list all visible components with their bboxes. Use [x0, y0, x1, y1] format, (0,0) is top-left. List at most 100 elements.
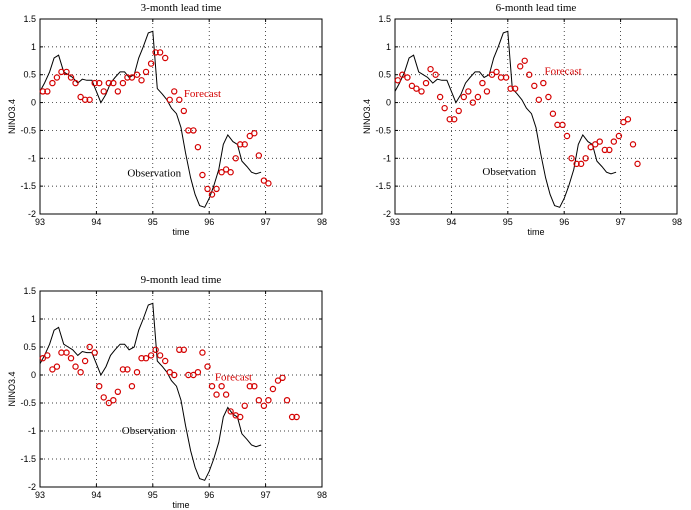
x-tick-label: 95	[148, 490, 158, 500]
y-tick-label: 1	[386, 42, 391, 52]
forecast-point	[114, 388, 122, 395]
x-tick-label: 97	[261, 217, 271, 227]
y-tick-label: 1.5	[378, 14, 391, 24]
forecast-point	[190, 371, 197, 379]
forecast-point	[133, 369, 141, 376]
forecast-point	[194, 143, 202, 151]
forecast-point	[545, 93, 552, 101]
forecast-point	[455, 107, 462, 115]
y-tick-label: -1	[28, 153, 36, 163]
forecast-point	[634, 160, 641, 168]
forecast-point	[72, 363, 79, 370]
forecast-point	[49, 366, 56, 373]
forecast-point	[208, 383, 216, 390]
forecast-point	[441, 104, 448, 112]
forecast-point	[526, 71, 533, 78]
forecast-point	[119, 79, 127, 87]
forecast-point	[39, 355, 47, 362]
forecast-point	[218, 169, 225, 176]
forecast-point	[171, 88, 178, 95]
forecast-point	[283, 397, 291, 404]
forecast-point	[91, 79, 98, 87]
forecast-point	[413, 85, 420, 92]
y-tick-label: 0	[31, 370, 36, 380]
forecast-point	[422, 79, 430, 87]
y-tick-label: 0.5	[23, 342, 36, 352]
forecast-point	[237, 413, 244, 421]
forecast-point	[241, 141, 248, 148]
x-axis-label: time	[172, 500, 189, 510]
forecast-point	[128, 383, 136, 390]
forecast-point	[293, 413, 300, 421]
observation-line	[39, 302, 262, 481]
y-tick-label: -1.5	[375, 181, 391, 191]
forecast-point	[629, 141, 637, 148]
forecast-point	[418, 88, 425, 95]
forecast-point	[162, 357, 169, 365]
forecast-point	[67, 74, 75, 81]
forecast-point	[138, 77, 145, 84]
forecast-point	[49, 79, 56, 87]
forecast-point	[620, 118, 627, 126]
forecast-point	[497, 74, 505, 81]
y-tick-label: -2	[28, 209, 36, 219]
chart-title: 3-month lead time	[141, 2, 222, 14]
x-tick-label: 97	[261, 490, 271, 500]
forecast-point	[592, 141, 599, 148]
forecast-annotation: Forecast	[184, 88, 221, 100]
y-tick-label: 0	[386, 98, 391, 108]
forecast-point	[260, 177, 268, 184]
forecast-point	[222, 391, 230, 398]
chart-title: 6-month lead time	[496, 2, 577, 14]
forecast-point	[152, 49, 159, 56]
forecast-point	[260, 402, 268, 409]
y-tick-label: -1	[28, 426, 36, 436]
chart-panel-3: 93 94 95 96 97 98 -2 -1.5 -1 -0.5 0 0.5 1 1.5 Forecast…	[7, 274, 327, 510]
y-tick-label: -0.5	[375, 125, 391, 135]
x-axis-label: time	[172, 227, 189, 237]
forecast-point	[469, 99, 477, 106]
forecast-point	[86, 96, 93, 103]
forecast-point	[110, 79, 117, 87]
x-tick-label: 94	[91, 490, 101, 500]
forecast-point	[77, 93, 84, 101]
forecast-point	[53, 74, 61, 81]
forecast-point	[96, 383, 103, 390]
forecast-point	[427, 65, 434, 73]
forecast-point	[100, 394, 107, 401]
x-tick-label: 93	[35, 490, 45, 500]
forecast-point	[171, 371, 178, 379]
x-tick-label: 93	[390, 217, 400, 227]
forecast-point	[517, 63, 524, 70]
forecast-point	[446, 116, 453, 123]
observation-line	[39, 30, 262, 208]
y-tick-label: -1.5	[20, 181, 36, 191]
plot-frame	[39, 18, 323, 215]
forecast-point	[63, 349, 70, 356]
y-tick-label: 1.5	[23, 286, 36, 296]
forecast-point	[119, 366, 127, 373]
forecast-point	[251, 383, 258, 390]
forecast-point	[86, 343, 93, 351]
forecast-point	[568, 155, 575, 162]
chart-title: 9-month lead time	[141, 274, 222, 286]
forecast-point	[53, 363, 61, 370]
forecast-point	[408, 82, 416, 90]
forecast-point	[199, 171, 206, 179]
forecast-point	[142, 355, 150, 362]
y-tick-label: 0	[31, 98, 36, 108]
forecast-point	[204, 363, 211, 370]
x-tick-label: 96	[559, 217, 569, 227]
y-tick-label: -0.5	[20, 125, 36, 135]
forecast-point	[156, 49, 164, 56]
forecast-point	[246, 383, 254, 390]
y-tick-label: -2	[28, 482, 36, 492]
forecast-point	[624, 116, 632, 123]
forecast-point	[596, 138, 603, 145]
x-tick-label: 94	[91, 217, 101, 227]
forecast-point	[133, 71, 141, 78]
y-tick-label: 0.5	[378, 70, 391, 80]
forecast-point	[180, 107, 188, 115]
forecast-point	[176, 96, 183, 103]
forecast-point	[465, 88, 472, 95]
